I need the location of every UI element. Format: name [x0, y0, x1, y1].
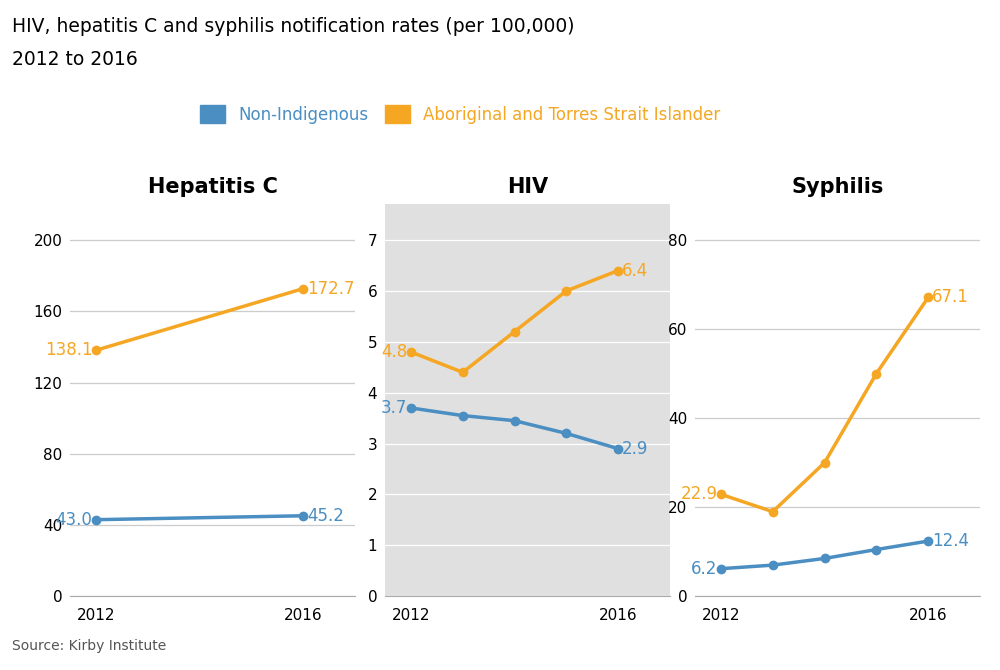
Text: 12.4: 12.4 — [932, 532, 969, 550]
Text: 4.8: 4.8 — [381, 343, 407, 361]
Text: 2012 to 2016: 2012 to 2016 — [12, 50, 138, 69]
Legend: Non-Indigenous, Aboriginal and Torres Strait Islander: Non-Indigenous, Aboriginal and Torres St… — [193, 98, 727, 130]
Text: Source: Kirby Institute: Source: Kirby Institute — [12, 639, 166, 653]
Text: 2.9: 2.9 — [622, 440, 648, 458]
Text: 138.1: 138.1 — [45, 341, 92, 359]
Text: 6.4: 6.4 — [622, 261, 648, 279]
Text: 6.2: 6.2 — [691, 559, 717, 578]
Text: 43.0: 43.0 — [55, 511, 92, 529]
Title: HIV: HIV — [507, 178, 548, 197]
Text: 3.7: 3.7 — [381, 399, 407, 417]
Title: Syphilis: Syphilis — [791, 178, 884, 197]
Text: 45.2: 45.2 — [307, 507, 344, 525]
Title: Hepatitis C: Hepatitis C — [148, 178, 277, 197]
Text: 22.9: 22.9 — [680, 485, 717, 503]
Text: 172.7: 172.7 — [307, 279, 354, 297]
Text: HIV, hepatitis C and syphilis notification rates (per 100,000): HIV, hepatitis C and syphilis notificati… — [12, 17, 574, 36]
Text: 67.1: 67.1 — [932, 289, 969, 306]
